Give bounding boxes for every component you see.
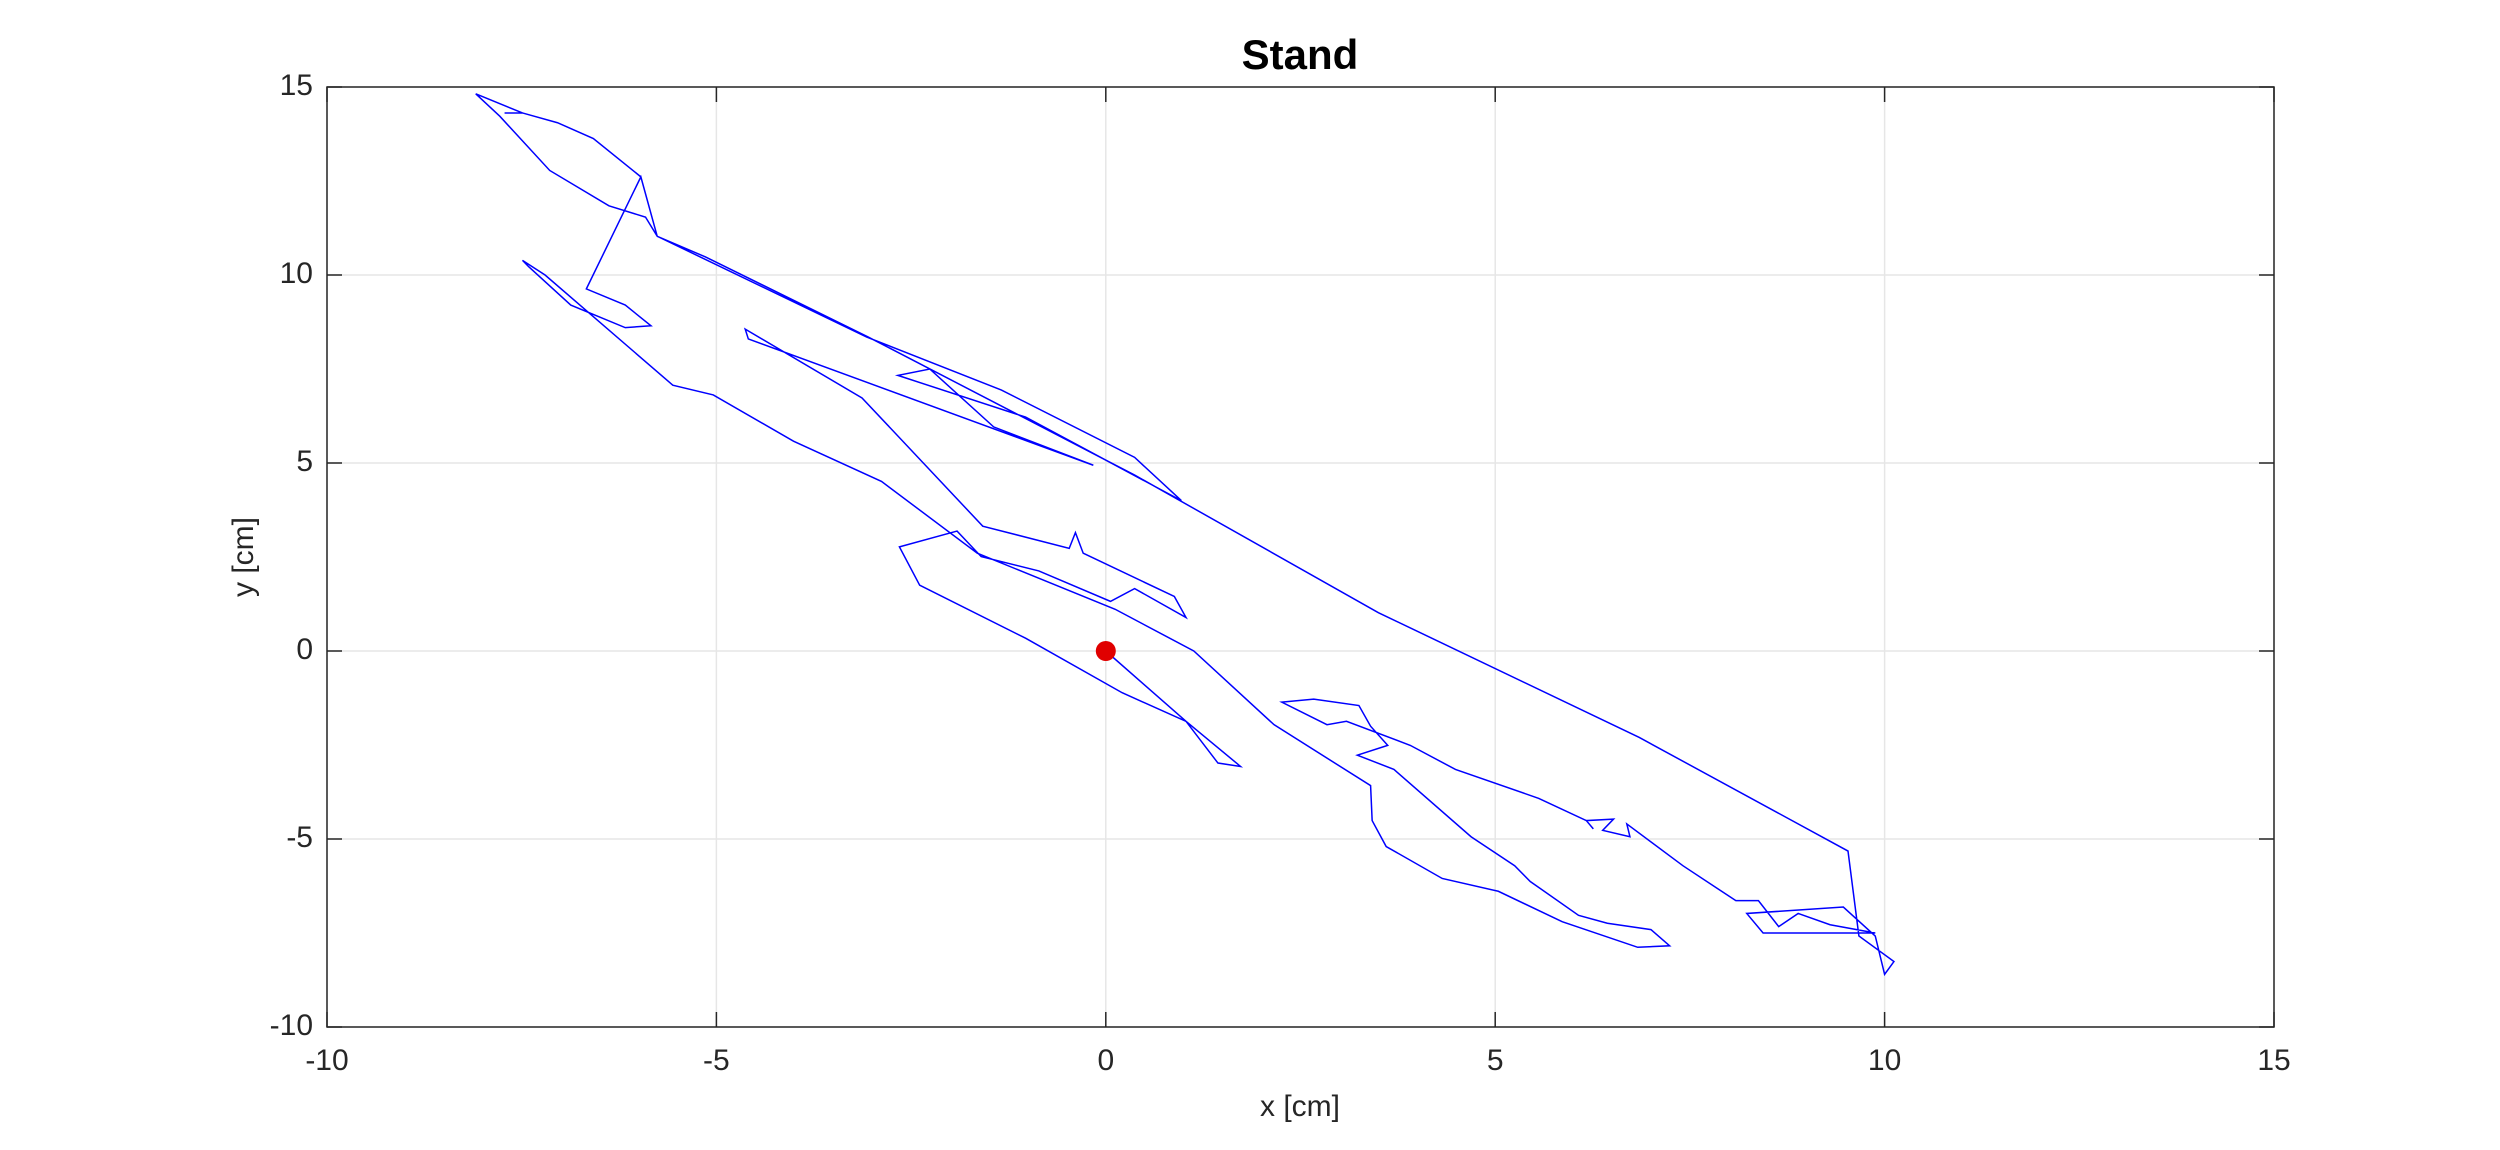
x-axis-label: x [cm]: [1260, 1090, 1340, 1123]
y-tick-label: -10: [270, 1009, 313, 1042]
data-point: [1095, 641, 1116, 661]
y-tick-label: 5: [296, 445, 313, 478]
x-tick-label: 10: [1868, 1044, 1901, 1077]
x-tick-label: 15: [2257, 1044, 2290, 1077]
plot-area: [327, 87, 2274, 1027]
x-tick-label: -5: [703, 1044, 730, 1077]
y-tick-label: 10: [280, 257, 313, 290]
x-tick-label: 5: [1487, 1044, 1504, 1077]
y-tick-label: 0: [296, 633, 313, 666]
chart-title: Stand: [1242, 31, 1359, 78]
axes-box: [326, 86, 2275, 1028]
y-tick-label: -5: [286, 821, 313, 854]
y-tick-label: 15: [280, 69, 313, 102]
marks: [475, 93, 1895, 977]
data-line: [475, 93, 1895, 977]
x-tick-label: 0: [1097, 1044, 1114, 1077]
x-tick-label: -10: [305, 1044, 348, 1077]
y-axis-label: y [cm]: [227, 517, 260, 597]
